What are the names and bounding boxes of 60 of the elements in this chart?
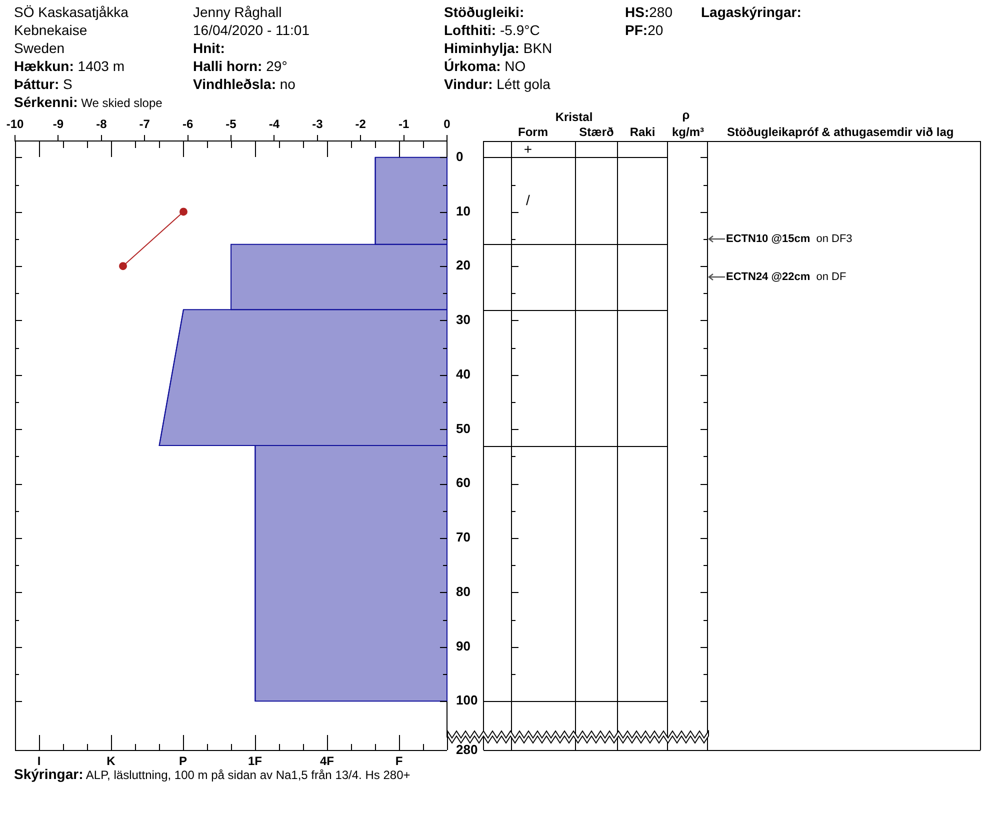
y-tick-label: 0 xyxy=(456,148,464,164)
y-tick-label: 30 xyxy=(456,312,470,328)
text: Stöðugleiki: xyxy=(444,4,524,20)
x-tick-label: -2 xyxy=(355,117,366,132)
y-tick-label: 100 xyxy=(456,692,478,708)
y-tick-label: 70 xyxy=(456,530,470,545)
text: HS:280 xyxy=(625,4,672,20)
text: Sweden xyxy=(14,40,65,56)
text: / xyxy=(526,192,530,208)
text: PF:20 xyxy=(625,22,664,38)
text: Halli horn: 29° xyxy=(193,58,288,74)
text: Úrkoma: NO xyxy=(444,58,526,74)
text: K xyxy=(106,753,116,769)
x-tick-label: -8 xyxy=(96,117,108,132)
x-tick-label: -3 xyxy=(312,117,324,132)
x-tick-label: -4 xyxy=(268,117,280,132)
text: Form xyxy=(518,124,548,140)
x-tick-label: -6 xyxy=(182,117,194,132)
text: 4F xyxy=(320,753,334,769)
y-tick-label: 20 xyxy=(456,258,470,273)
text: Lagaskýringar: xyxy=(701,4,802,20)
text: Lofthiti: -5.9°C xyxy=(444,22,540,38)
text: Himinhylja: BKN xyxy=(444,40,552,56)
x-tick-label: -5 xyxy=(226,117,237,132)
text: + xyxy=(524,141,532,157)
text: ECTN24 @22cm on DF xyxy=(726,270,846,283)
text: Hnit: xyxy=(193,40,225,56)
text: Þáttur: S xyxy=(14,76,72,92)
x-tick-label: -9 xyxy=(52,117,64,132)
text: Skýringar: ALP, läsluttning, 100 m på sidan av Na1,5 från 13/4. Hs 280+ xyxy=(14,766,410,782)
text: Kristal xyxy=(555,109,593,125)
text: Stærð xyxy=(579,124,614,140)
text: Kebnekaise xyxy=(14,22,88,38)
x-tick-label: -1 xyxy=(398,117,410,132)
text: F xyxy=(395,753,403,769)
y-tick-label: 50 xyxy=(456,420,470,436)
text: SÖ Kaskasatjåkka xyxy=(14,4,128,20)
y-tick-label: 10 xyxy=(456,203,470,218)
text: 1F xyxy=(248,753,262,769)
text: ECTN10 @15cm on DF3 xyxy=(726,232,852,244)
text: Hækkun: 1403 m xyxy=(14,58,124,74)
text: kg/m³ xyxy=(672,124,704,140)
y-tick-label: 60 xyxy=(456,475,470,490)
text: 280 xyxy=(456,742,478,757)
y-tick-label: 80 xyxy=(456,584,470,599)
text: Vindur: Létt gola xyxy=(444,76,550,92)
y-tick-label: 40 xyxy=(456,366,470,382)
text: Vindhleðsla: no xyxy=(193,76,296,92)
x-tick-label: -10 xyxy=(6,117,24,132)
text: 16/04/2020 - 11:01 xyxy=(193,22,310,38)
text: Raki xyxy=(630,124,656,140)
text: P xyxy=(178,753,188,769)
text: Sérkenni: We skied slope xyxy=(14,94,162,110)
x-tick-label: 0 xyxy=(444,117,451,132)
text: ρ xyxy=(682,107,690,123)
text: Stöðugleikapróf & athugasemdir við lag xyxy=(727,124,954,140)
y-tick-label: 90 xyxy=(456,638,470,654)
text: I xyxy=(37,753,41,768)
text: Jenny Råghall xyxy=(193,4,282,20)
x-tick-label: -7 xyxy=(139,117,150,132)
